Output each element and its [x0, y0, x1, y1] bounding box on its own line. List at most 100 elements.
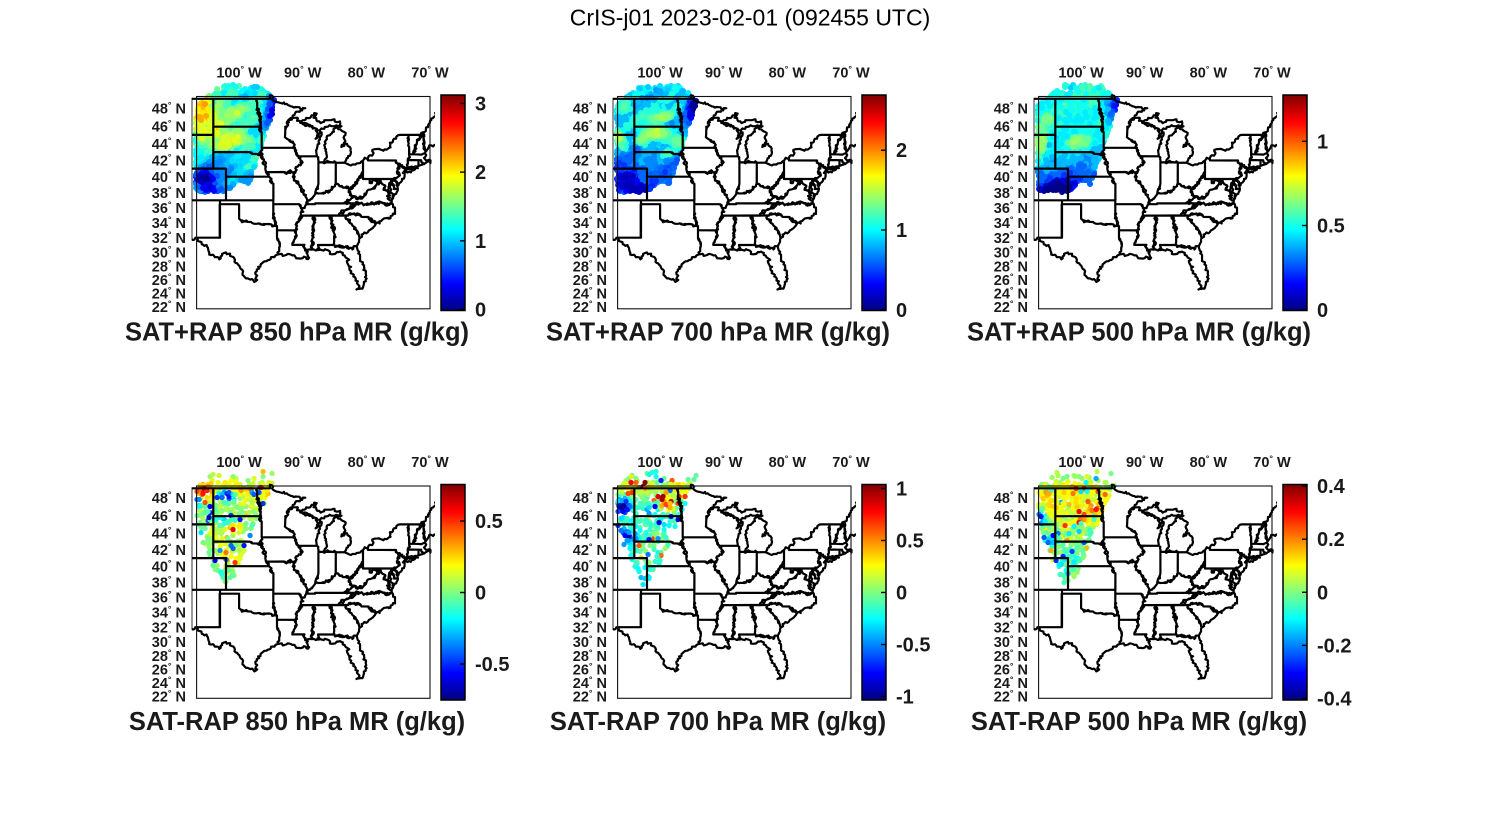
svg-text:90° W: 90° W	[284, 64, 322, 82]
svg-text:80° W: 80° W	[769, 64, 807, 82]
svg-text:38° N: 38° N	[152, 574, 186, 592]
svg-text:100° W: 100° W	[1058, 454, 1104, 472]
svg-text:22° N: 22° N	[152, 299, 186, 317]
svg-text:40° N: 40° N	[994, 558, 1028, 576]
svg-text:48° N: 48° N	[152, 489, 186, 507]
svg-text:42° N: 42° N	[573, 152, 607, 170]
svg-text:46° N: 46° N	[152, 118, 186, 136]
svg-text:34° N: 34° N	[573, 604, 607, 622]
svg-text:38° N: 38° N	[994, 574, 1028, 592]
svg-text:-0.5: -0.5	[475, 654, 509, 676]
svg-text:30° N: 30° N	[152, 244, 186, 262]
svg-text:40° N: 40° N	[152, 558, 186, 576]
svg-text:SAT+RAP 500 hPa MR (g/kg): SAT+RAP 500 hPa MR (g/kg)	[967, 319, 1311, 347]
svg-text:42° N: 42° N	[573, 542, 607, 560]
svg-text:0: 0	[896, 300, 907, 322]
svg-text:32° N: 32° N	[152, 229, 186, 247]
svg-text:44° N: 44° N	[152, 135, 186, 153]
svg-text:36° N: 36° N	[573, 200, 607, 218]
svg-text:24° N: 24° N	[994, 285, 1028, 303]
svg-text:26° N: 26° N	[152, 272, 186, 290]
svg-text:SAT-RAP 700 hPa MR (g/kg): SAT-RAP 700 hPa MR (g/kg)	[550, 708, 886, 736]
svg-text:1: 1	[896, 220, 907, 242]
svg-text:26° N: 26° N	[994, 661, 1028, 679]
svg-text:30° N: 30° N	[573, 244, 607, 262]
svg-text:70° W: 70° W	[411, 64, 449, 82]
svg-text:28° N: 28° N	[573, 647, 607, 665]
svg-text:34° N: 34° N	[994, 215, 1028, 233]
svg-text:100° W: 100° W	[1058, 64, 1104, 82]
svg-text:70° W: 70° W	[832, 454, 870, 472]
svg-text:100° W: 100° W	[216, 454, 262, 472]
svg-text:34° N: 34° N	[152, 604, 186, 622]
svg-text:46° N: 46° N	[573, 118, 607, 136]
svg-text:0.2: 0.2	[1317, 529, 1345, 551]
svg-text:38° N: 38° N	[573, 184, 607, 202]
svg-text:26° N: 26° N	[573, 272, 607, 290]
svg-text:-0.4: -0.4	[1317, 689, 1352, 711]
svg-text:22° N: 22° N	[573, 299, 607, 317]
svg-text:80° W: 80° W	[769, 454, 807, 472]
svg-text:0.5: 0.5	[896, 531, 924, 553]
svg-text:42° N: 42° N	[152, 152, 186, 170]
svg-text:24° N: 24° N	[152, 285, 186, 303]
svg-text:24° N: 24° N	[573, 285, 607, 303]
svg-text:26° N: 26° N	[994, 272, 1028, 290]
svg-text:48° N: 48° N	[994, 100, 1028, 118]
svg-text:0: 0	[1317, 582, 1328, 604]
svg-text:SAT+RAP 700 hPa MR (g/kg): SAT+RAP 700 hPa MR (g/kg)	[546, 319, 890, 347]
svg-text:42° N: 42° N	[994, 152, 1028, 170]
svg-text:-0.5: -0.5	[896, 635, 930, 657]
svg-text:0.5: 0.5	[1317, 216, 1345, 238]
svg-text:48° N: 48° N	[152, 100, 186, 118]
svg-text:40° N: 40° N	[994, 168, 1028, 186]
svg-text:24° N: 24° N	[152, 675, 186, 693]
svg-text:SAT-RAP 500 hPa MR (g/kg): SAT-RAP 500 hPa MR (g/kg)	[971, 708, 1307, 736]
svg-text:22° N: 22° N	[573, 688, 607, 706]
svg-text:36° N: 36° N	[573, 589, 607, 607]
svg-text:34° N: 34° N	[573, 215, 607, 233]
svg-text:2: 2	[896, 140, 907, 162]
svg-text:90° W: 90° W	[284, 454, 322, 472]
svg-text:36° N: 36° N	[152, 589, 186, 607]
svg-text:28° N: 28° N	[994, 258, 1028, 276]
svg-text:40° N: 40° N	[573, 168, 607, 186]
svg-text:90° W: 90° W	[1126, 454, 1164, 472]
svg-text:30° N: 30° N	[573, 633, 607, 651]
svg-text:80° W: 80° W	[348, 64, 386, 82]
svg-text:44° N: 44° N	[152, 525, 186, 543]
svg-text:80° W: 80° W	[1190, 64, 1228, 82]
svg-text:22° N: 22° N	[152, 688, 186, 706]
svg-text:0: 0	[475, 300, 486, 322]
svg-text:3: 3	[475, 93, 486, 115]
svg-text:90° W: 90° W	[1126, 64, 1164, 82]
svg-text:36° N: 36° N	[994, 200, 1028, 218]
svg-text:70° W: 70° W	[411, 454, 449, 472]
svg-text:28° N: 28° N	[994, 647, 1028, 665]
svg-text:28° N: 28° N	[152, 647, 186, 665]
svg-text:34° N: 34° N	[152, 215, 186, 233]
svg-text:38° N: 38° N	[573, 574, 607, 592]
svg-text:SAT-RAP 850 hPa MR (g/kg): SAT-RAP 850 hPa MR (g/kg)	[129, 708, 465, 736]
svg-text:30° N: 30° N	[152, 633, 186, 651]
svg-text:1: 1	[1317, 131, 1328, 153]
svg-text:80° W: 80° W	[348, 454, 386, 472]
svg-text:32° N: 32° N	[994, 229, 1028, 247]
svg-text:46° N: 46° N	[994, 507, 1028, 525]
svg-text:1: 1	[475, 231, 486, 253]
svg-text:40° N: 40° N	[573, 558, 607, 576]
svg-text:30° N: 30° N	[994, 244, 1028, 262]
svg-text:36° N: 36° N	[152, 200, 186, 218]
svg-text:32° N: 32° N	[994, 619, 1028, 637]
svg-text:2: 2	[475, 162, 486, 184]
svg-text:32° N: 32° N	[152, 619, 186, 637]
svg-text:40° N: 40° N	[152, 168, 186, 186]
svg-text:32° N: 32° N	[573, 229, 607, 247]
svg-text:24° N: 24° N	[994, 675, 1028, 693]
svg-text:-0.2: -0.2	[1317, 635, 1351, 657]
svg-text:34° N: 34° N	[994, 604, 1028, 622]
svg-text:38° N: 38° N	[152, 184, 186, 202]
svg-text:46° N: 46° N	[573, 507, 607, 525]
svg-text:100° W: 100° W	[216, 64, 262, 82]
svg-text:38° N: 38° N	[994, 184, 1028, 202]
